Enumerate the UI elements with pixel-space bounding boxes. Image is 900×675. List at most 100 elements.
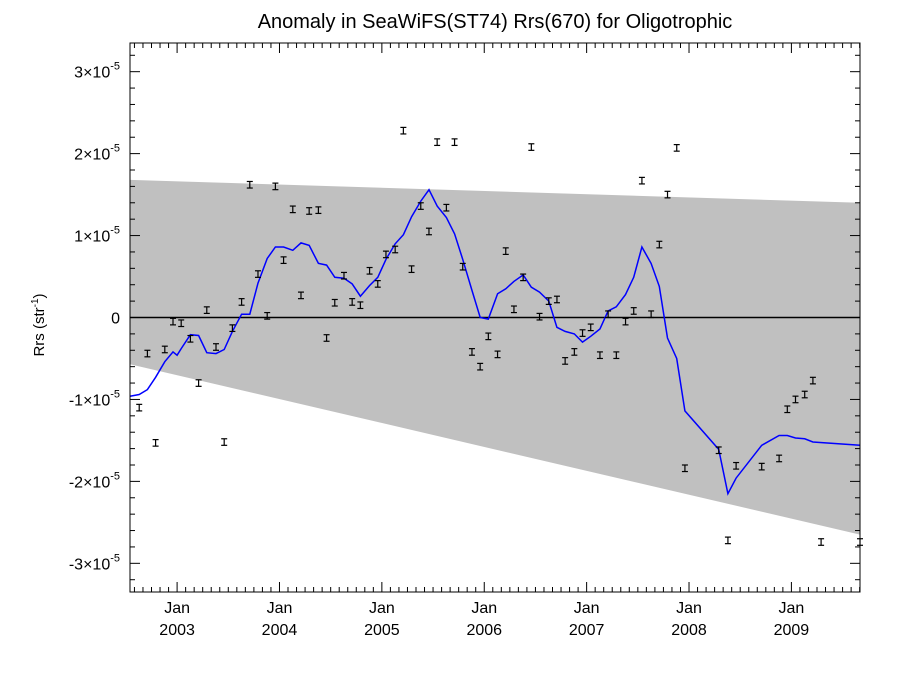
x-tick-month: Jan — [676, 600, 702, 617]
data-point — [366, 266, 373, 275]
data-point — [254, 270, 261, 278]
data-point — [656, 240, 663, 249]
y-axis-label-close: ) — [31, 293, 48, 298]
y-tick-mantissa: 3 — [74, 65, 83, 82]
data-point — [272, 182, 279, 191]
data-point — [213, 343, 220, 351]
data-point — [571, 348, 578, 356]
data-point — [477, 362, 484, 371]
data-point — [733, 461, 740, 470]
data-point — [818, 538, 825, 546]
y-tick-label: -3×10-5 — [69, 552, 120, 573]
y-tick-label: -1×10-5 — [69, 388, 120, 409]
data-point — [195, 379, 202, 387]
data-point — [758, 462, 765, 471]
y-tick-mantissa: -1 — [69, 392, 83, 409]
x-tick-month: Jan — [574, 600, 600, 617]
x-tick-year: 2006 — [466, 622, 502, 639]
data-point — [792, 395, 799, 404]
data-point — [622, 317, 629, 326]
data-point — [280, 256, 287, 265]
data-point — [596, 351, 603, 360]
x-tick-month: Jan — [164, 600, 190, 617]
data-point — [340, 271, 347, 280]
data-point — [170, 317, 177, 326]
data-point — [638, 176, 645, 185]
x-tick-month: Jan — [369, 600, 395, 617]
data-point — [510, 305, 517, 314]
y-tick-base: ×10 — [83, 229, 110, 246]
data-point — [587, 323, 594, 332]
y-tick-exponent: -5 — [110, 143, 120, 155]
data-point — [451, 138, 458, 147]
data-point — [238, 298, 245, 306]
data-point — [161, 345, 168, 354]
data-point — [349, 298, 356, 306]
x-tick-month: Jan — [779, 600, 805, 617]
data-point — [579, 329, 586, 337]
x-tick-year: 2004 — [262, 622, 298, 639]
x-tick-month: Jan — [267, 600, 293, 617]
y-tick-base: ×10 — [83, 474, 110, 491]
data-point — [306, 207, 313, 215]
data-point — [264, 311, 271, 320]
data-point — [681, 464, 688, 473]
data-point — [553, 295, 560, 304]
data-point — [417, 202, 424, 210]
data-point — [784, 405, 791, 414]
y-tick-exponent: -5 — [110, 470, 120, 482]
data-point — [152, 438, 159, 447]
data-point — [605, 310, 612, 319]
data-point — [502, 247, 509, 256]
y-tick-label: 1×10-5 — [74, 225, 120, 246]
x-tick-year: 2005 — [364, 622, 400, 639]
data-point — [136, 403, 143, 412]
data-point — [545, 297, 552, 305]
y-tick-mantissa: -2 — [69, 474, 83, 491]
data-point — [630, 307, 637, 315]
data-point — [382, 250, 389, 259]
y-tick-base: ×10 — [83, 147, 110, 164]
data-point — [801, 390, 808, 399]
y-tick-base: ×10 — [83, 556, 110, 573]
data-point — [459, 262, 466, 271]
data-point — [178, 319, 185, 328]
data-point — [392, 245, 399, 254]
x-tick-year: 2007 — [569, 622, 605, 639]
y-tick-mantissa: -3 — [69, 556, 83, 573]
data-point — [724, 536, 731, 545]
data-point — [809, 376, 816, 385]
data-point — [443, 203, 450, 212]
data-point — [357, 301, 364, 310]
data-point — [520, 273, 527, 282]
data-point — [203, 306, 210, 315]
data-point — [408, 265, 415, 274]
y-tick-mantissa: 0 — [111, 311, 120, 328]
data-point — [776, 454, 783, 463]
x-tick-year: 2009 — [774, 622, 810, 639]
data-point — [425, 227, 432, 236]
y-tick-label: 2×10-5 — [74, 143, 120, 164]
chart-title: Anomaly in SeaWiFS(ST74) Rrs(670) for Ol… — [258, 11, 733, 33]
data-point — [400, 126, 407, 135]
data-point — [648, 310, 655, 319]
data-point — [331, 298, 338, 307]
data-point — [289, 205, 296, 214]
plot-area: 3×10-52×10-51×10-50-1×10-5-2×10-5-3×10-5… — [69, 42, 863, 639]
y-axis-label: Rrs (str-1) — [30, 293, 48, 356]
data-point — [562, 357, 569, 365]
data-point — [528, 143, 535, 151]
data-point — [715, 446, 722, 455]
data-point — [246, 180, 253, 189]
data-point — [229, 324, 236, 333]
data-point — [144, 349, 151, 358]
y-tick-label: 0 — [111, 311, 120, 328]
y-tick-exponent: -5 — [110, 552, 120, 564]
x-tick-month: Jan — [471, 600, 497, 617]
data-point — [673, 144, 680, 152]
y-tick-label: -2×10-5 — [69, 470, 120, 491]
data-point — [536, 312, 543, 321]
data-point — [187, 334, 194, 343]
y-tick-exponent: -5 — [110, 61, 120, 73]
data-point — [468, 348, 475, 356]
